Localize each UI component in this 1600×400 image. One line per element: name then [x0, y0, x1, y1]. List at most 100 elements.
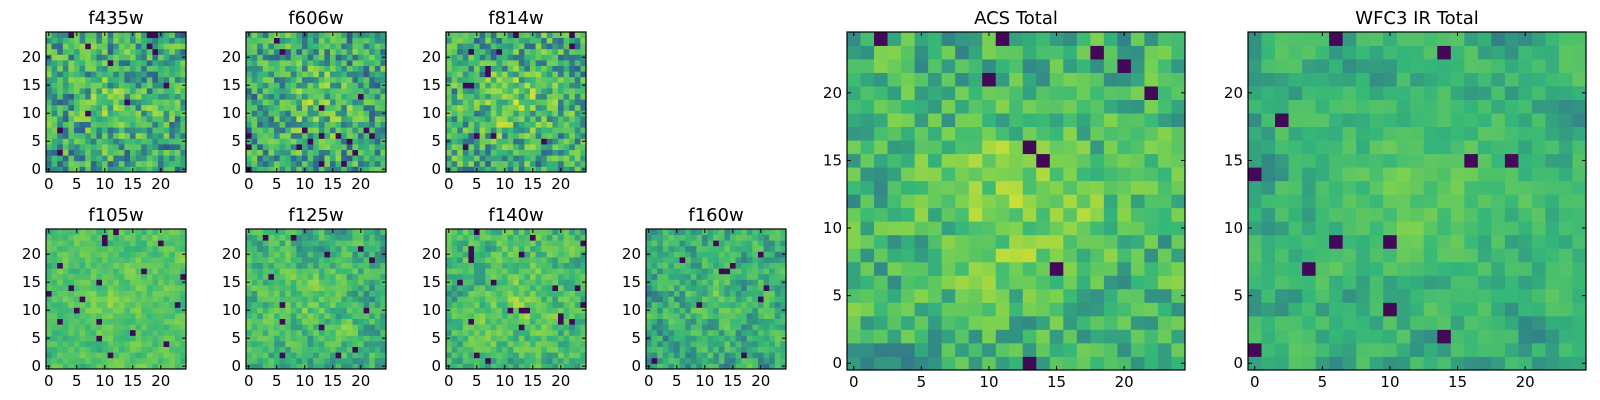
heatmap-cell [62, 335, 69, 342]
heatmap-cell [130, 279, 136, 286]
heatmap-cell [124, 279, 131, 286]
heatmap-cell [518, 93, 525, 100]
heatmap-cell [679, 341, 686, 347]
heatmap-cell [246, 99, 252, 106]
heatmap-cell [346, 76, 353, 83]
heatmap-cell [968, 194, 983, 209]
heatmap-cell [251, 335, 258, 342]
heatmap-cell [374, 71, 381, 78]
heatmap-cell [847, 234, 861, 249]
heatmap-cell [163, 82, 170, 89]
heatmap-cell [163, 88, 170, 94]
heatmap-cell [346, 346, 353, 353]
heatmap-cell [346, 149, 353, 156]
heatmap-cell [662, 341, 669, 347]
heatmap-cell [535, 138, 542, 145]
heatmap-cell [313, 341, 320, 347]
heatmap-cell [702, 318, 708, 325]
heatmap-cell [735, 313, 742, 319]
heatmap-cell [130, 155, 136, 162]
heatmap-cell [679, 262, 686, 269]
heatmap-cell [90, 132, 97, 139]
heatmap-cell [651, 352, 658, 359]
heatmap-cell [874, 167, 888, 182]
heatmap-cell [679, 335, 686, 342]
heatmap-cell [479, 160, 486, 167]
heatmap-cell [874, 342, 888, 357]
heatmap-cell [302, 251, 308, 258]
heatmap-cell [268, 307, 275, 314]
heatmap-cell [474, 155, 480, 162]
heatmap-cell [330, 60, 336, 66]
heatmap-cell [90, 99, 97, 106]
heatmap-cell [462, 268, 469, 275]
heatmap-cell [346, 144, 353, 150]
heatmap-cell [268, 301, 275, 308]
heatmap-cell [580, 93, 587, 100]
heatmap-cell [313, 132, 320, 139]
heatmap-cell [558, 318, 564, 325]
heatmap-cell [352, 166, 359, 173]
heatmap-cell [530, 104, 536, 111]
heatmap-cell [118, 324, 125, 331]
heatmap-cell [685, 240, 692, 247]
heatmap-cell [296, 160, 303, 167]
heatmap-cell [468, 60, 475, 66]
heatmap-cell [552, 160, 559, 167]
heatmap-cell [541, 262, 548, 269]
heatmap-cell [290, 32, 297, 38]
heatmap-cell [330, 318, 336, 325]
heatmap-cell [741, 229, 748, 235]
heatmap-cell [369, 116, 376, 122]
heatmap-cell [341, 116, 348, 122]
heatmap-cell [1117, 167, 1132, 182]
heatmap-cell [524, 37, 531, 44]
heatmap-cell [102, 110, 108, 117]
heatmap-cell [457, 93, 464, 100]
heatmap-cell [130, 54, 136, 61]
heatmap-cell [79, 279, 86, 286]
heatmap-cell [1076, 356, 1091, 371]
heatmap-cell [251, 93, 258, 100]
heatmap-cell [279, 121, 286, 128]
heatmap-cell [352, 93, 359, 100]
heatmap-cell [85, 352, 92, 359]
heatmap-cell [113, 104, 120, 111]
heatmap-cell [163, 251, 170, 258]
heatmap-cell [558, 357, 564, 364]
heatmap-cell [352, 301, 359, 308]
heatmap-cell [535, 240, 542, 247]
heatmap-cell [457, 273, 464, 280]
heatmap-cell [674, 357, 680, 364]
heatmap-cell [135, 160, 142, 167]
heatmap-cell [302, 318, 308, 325]
heatmap-cell [696, 234, 703, 241]
heatmap-cell [324, 229, 331, 235]
heatmap-cell [257, 116, 264, 122]
heatmap-cell [780, 296, 787, 303]
heatmap-cell [146, 93, 153, 100]
heatmap-cell [335, 110, 342, 117]
heatmap-cell [887, 221, 902, 236]
heatmap-cell [46, 88, 52, 94]
heatmap-cell [690, 268, 697, 275]
heatmap-cell [46, 65, 52, 72]
heatmap-cell [580, 346, 587, 353]
heatmap-cell [146, 104, 153, 111]
heatmap-cell [546, 363, 553, 370]
heatmap-cell [530, 155, 536, 162]
heatmap-cell [558, 273, 564, 280]
heatmap-cell [513, 240, 520, 247]
heatmap-cell [330, 127, 336, 134]
heatmap-cell [558, 155, 564, 162]
x-tick-label: 20 [751, 372, 770, 390]
heatmap-cell [296, 60, 303, 66]
heatmap-cell [707, 251, 714, 258]
heatmap-cell [79, 273, 86, 280]
heatmap-cell [85, 357, 92, 364]
heatmap-cell [158, 341, 164, 347]
heatmap-cell [507, 88, 514, 94]
heatmap-cell [141, 116, 148, 122]
heatmap-cell [285, 43, 292, 50]
heatmap-cell [552, 285, 559, 291]
